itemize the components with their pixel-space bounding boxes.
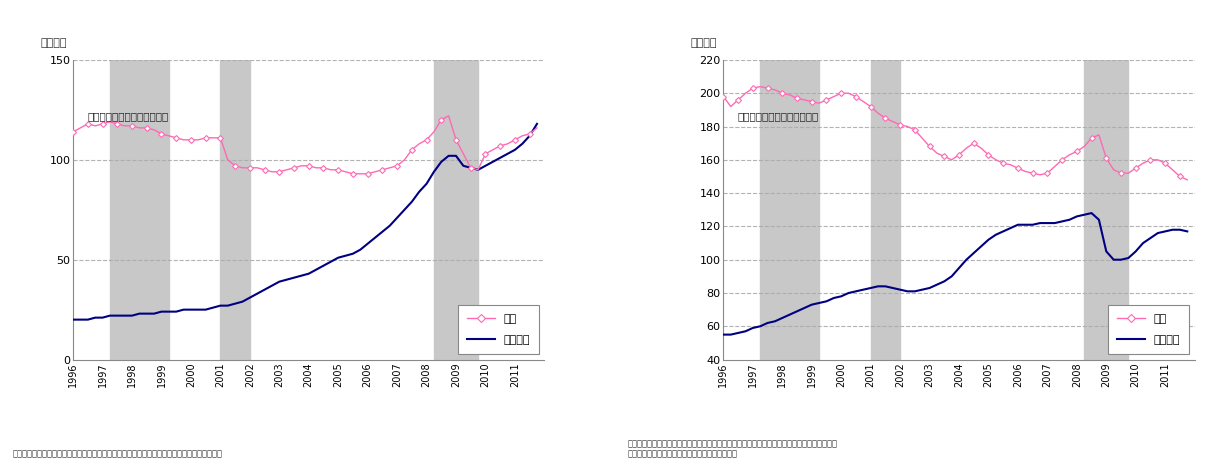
Bar (870, 60, 900, 360)
Bar (221, 60, 250, 360)
Text: （万人）: （万人） (690, 38, 717, 48)
Text: （出所）財務省「法人企業統計」、経済産業省「海外現地法人四半期調査」より大和総研作成: （出所）財務省「法人企業統計」、経済産業省「海外現地法人四半期調査」より大和総研… (12, 449, 222, 459)
Bar (1084, 60, 1129, 360)
Bar (761, 60, 819, 360)
Legend: 国内, 海外現法: 国内, 海外現法 (1108, 305, 1189, 354)
Text: （出所）財務省「法人企業統計」、経済産業省「海外現地法人四半期調査」より大和総研作成
（注）従業員数は電気機械と情報通信機械の合計: （出所）財務省「法人企業統計」、経済産業省「海外現地法人四半期調査」より大和総研… (628, 439, 837, 459)
Text: （万人）: （万人） (40, 38, 67, 48)
Bar (434, 60, 478, 360)
Bar (110, 60, 169, 360)
Legend: 国内, 海外現法: 国内, 海外現法 (458, 305, 539, 354)
Text: 影の部分は日本の景気後退期: 影の部分は日本の景気後退期 (88, 111, 168, 121)
Text: 影の部分は日本の景気後退期: 影の部分は日本の景気後退期 (737, 111, 819, 121)
